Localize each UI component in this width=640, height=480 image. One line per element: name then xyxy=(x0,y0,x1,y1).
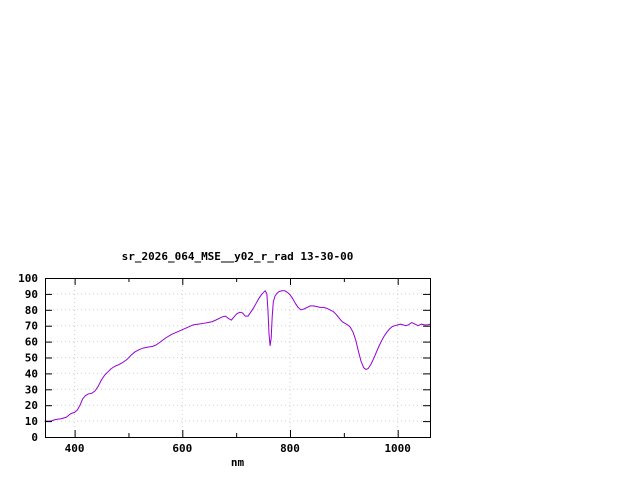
y-tick-label: 60 xyxy=(25,336,38,349)
y-tick-label: 10 xyxy=(25,415,38,428)
y-tick-label: 50 xyxy=(25,352,38,365)
y-tick-label: 80 xyxy=(25,304,38,317)
x-tick-label: 1000 xyxy=(384,442,411,455)
spectrum-line xyxy=(44,290,431,422)
x-tick-label: 800 xyxy=(280,442,300,455)
y-tick-label: 30 xyxy=(25,383,38,396)
x-tick-label: 600 xyxy=(172,442,192,455)
x-axis-label: nm xyxy=(230,456,245,469)
y-tick-label: 90 xyxy=(25,288,38,301)
y-tick-label: 100 xyxy=(18,272,38,285)
y-tick-label: 40 xyxy=(25,367,38,380)
y-tick-label: 0 xyxy=(31,431,38,444)
y-tick-label: 20 xyxy=(25,399,38,412)
x-tick-label: 400 xyxy=(65,442,85,455)
y-tick-label: 70 xyxy=(25,320,38,333)
chart-title: sr_2026_064_MSE__y02_r_rad 13-30-00 xyxy=(121,250,354,263)
